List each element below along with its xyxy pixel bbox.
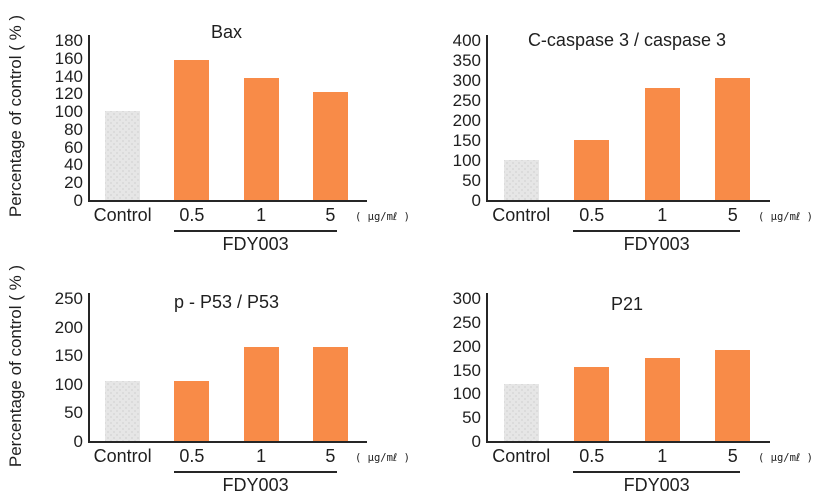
bar-treatment — [644, 88, 680, 200]
chart-title: Bax — [210, 22, 243, 42]
y-tick-label: 0 — [471, 432, 481, 451]
y-axis-line — [486, 35, 488, 200]
treatment-group-label: FDY003 — [222, 234, 289, 254]
treatment-group-label: FDY003 — [222, 475, 289, 495]
bar-treatment — [715, 350, 751, 441]
y-tick-label: 160 — [54, 48, 83, 68]
chart-panel: Percentage of control ( % ) Bax 180 160 140 1… — [0, 0, 410, 254]
bar-treatment — [574, 367, 610, 441]
x-tick-label: Control — [492, 446, 551, 466]
x-tick-label: 1 — [657, 205, 668, 225]
chart-title: C-caspase 3 / caspase 3 — [527, 30, 727, 50]
bar-treatment — [644, 357, 680, 441]
y-tick-label: 100 — [54, 102, 83, 122]
y-tick-label: 140 — [54, 66, 83, 86]
bar-control — [105, 380, 141, 441]
bar-treatment — [243, 346, 279, 441]
treatment-group-label: FDY003 — [623, 234, 690, 254]
bar-treatment — [715, 78, 751, 200]
treatment-group-label: FDY003 — [623, 475, 690, 495]
bar-control — [503, 383, 539, 441]
bar-treatment — [312, 346, 348, 441]
x-tick-label: 5 — [727, 446, 738, 466]
x-tick-label: Control — [93, 446, 152, 466]
treatment-group-underline — [173, 230, 338, 232]
bar-treatment — [174, 60, 210, 200]
x-tick-label: 5 — [727, 205, 738, 225]
x-tick-label: 1 — [256, 446, 267, 466]
y-tick-label: 250 — [54, 289, 83, 308]
y-tick-label: 100 — [452, 151, 481, 170]
y-axis-title: Percentage of control ( % ) — [6, 264, 25, 467]
chart-title: P21 — [610, 294, 644, 314]
y-tick-label: 200 — [452, 336, 481, 356]
y-tick-label: 350 — [452, 51, 481, 70]
y-axis-line — [88, 293, 90, 441]
bar-treatment — [574, 140, 610, 200]
y-tick-label: 100 — [54, 374, 83, 394]
y-tick-label: 150 — [452, 131, 481, 150]
y-tick-label: 400 — [452, 31, 481, 50]
y-tick-label: 150 — [54, 346, 83, 366]
x-tick-label: 1 — [256, 205, 267, 225]
y-tick-label: 250 — [452, 91, 481, 110]
x-axis-line — [486, 441, 770, 443]
y-tick-label: 0 — [471, 191, 481, 210]
y-tick-label: 150 — [452, 360, 481, 380]
chart-panel: P21 300 250 200 150 100 50 0 Control 0.5 1 5 ( μg/mℓ… — [410, 252, 820, 500]
treatment-group-underline — [573, 471, 740, 473]
treatment-group-underline — [573, 230, 740, 232]
y-tick-label: 50 — [462, 408, 481, 428]
chart-panel: C-caspase 3 / caspase 3 400 350 300 250 200 15… — [410, 0, 820, 254]
bar-treatment — [312, 91, 348, 200]
bar-treatment — [243, 78, 279, 200]
x-tick-label: 5 — [325, 446, 336, 466]
y-tick-label: 200 — [452, 111, 481, 130]
x-tick-label: Control — [93, 205, 152, 225]
y-axis-line — [486, 293, 488, 441]
unit-label: ( μg/mℓ ) — [758, 452, 813, 464]
bar-treatment — [174, 380, 210, 441]
x-tick-label: 5 — [325, 205, 336, 225]
unit-label: ( μg/mℓ ) — [758, 211, 813, 223]
x-tick-label: Control — [492, 205, 551, 225]
y-tick-label: 80 — [64, 119, 83, 139]
unit-label: ( μg/mℓ ) — [355, 211, 410, 223]
chart-panel: Percentage of control ( % ) p - P53 / P53… — [0, 252, 410, 500]
y-tick-label: 300 — [452, 71, 481, 90]
y-tick-label: 0 — [73, 432, 83, 451]
y-tick-label: 50 — [64, 403, 83, 423]
x-tick-label: 0.5 — [179, 205, 205, 225]
x-tick-label: 0.5 — [179, 446, 205, 466]
y-tick-label: 20 — [64, 173, 83, 193]
y-tick-label: 300 — [452, 289, 481, 308]
y-tick-label: 180 — [54, 31, 83, 50]
bar-control — [105, 111, 141, 200]
y-tick-label: 50 — [462, 171, 481, 190]
y-tick-label: 200 — [54, 317, 83, 337]
y-tick-label: 40 — [64, 155, 83, 175]
y-axis-title: Percentage of control ( % ) — [6, 14, 25, 218]
y-tick-label: 120 — [54, 84, 83, 104]
y-tick-label: 250 — [452, 312, 481, 332]
x-axis-line — [88, 200, 367, 202]
y-tick-label: 0 — [73, 191, 83, 210]
x-tick-label: 0.5 — [579, 205, 605, 225]
x-tick-label: 1 — [657, 446, 668, 466]
unit-label: ( μg/mℓ ) — [355, 452, 410, 464]
y-tick-label: 100 — [452, 384, 481, 404]
treatment-group-underline — [173, 471, 338, 473]
y-tick-label: 60 — [64, 137, 83, 157]
y-axis-line — [88, 35, 90, 200]
bar-control — [503, 160, 539, 200]
chart-title: p - P53 / P53 — [173, 292, 280, 312]
x-tick-label: 0.5 — [579, 446, 605, 466]
x-axis-line — [88, 441, 367, 443]
x-axis-line — [486, 200, 770, 202]
